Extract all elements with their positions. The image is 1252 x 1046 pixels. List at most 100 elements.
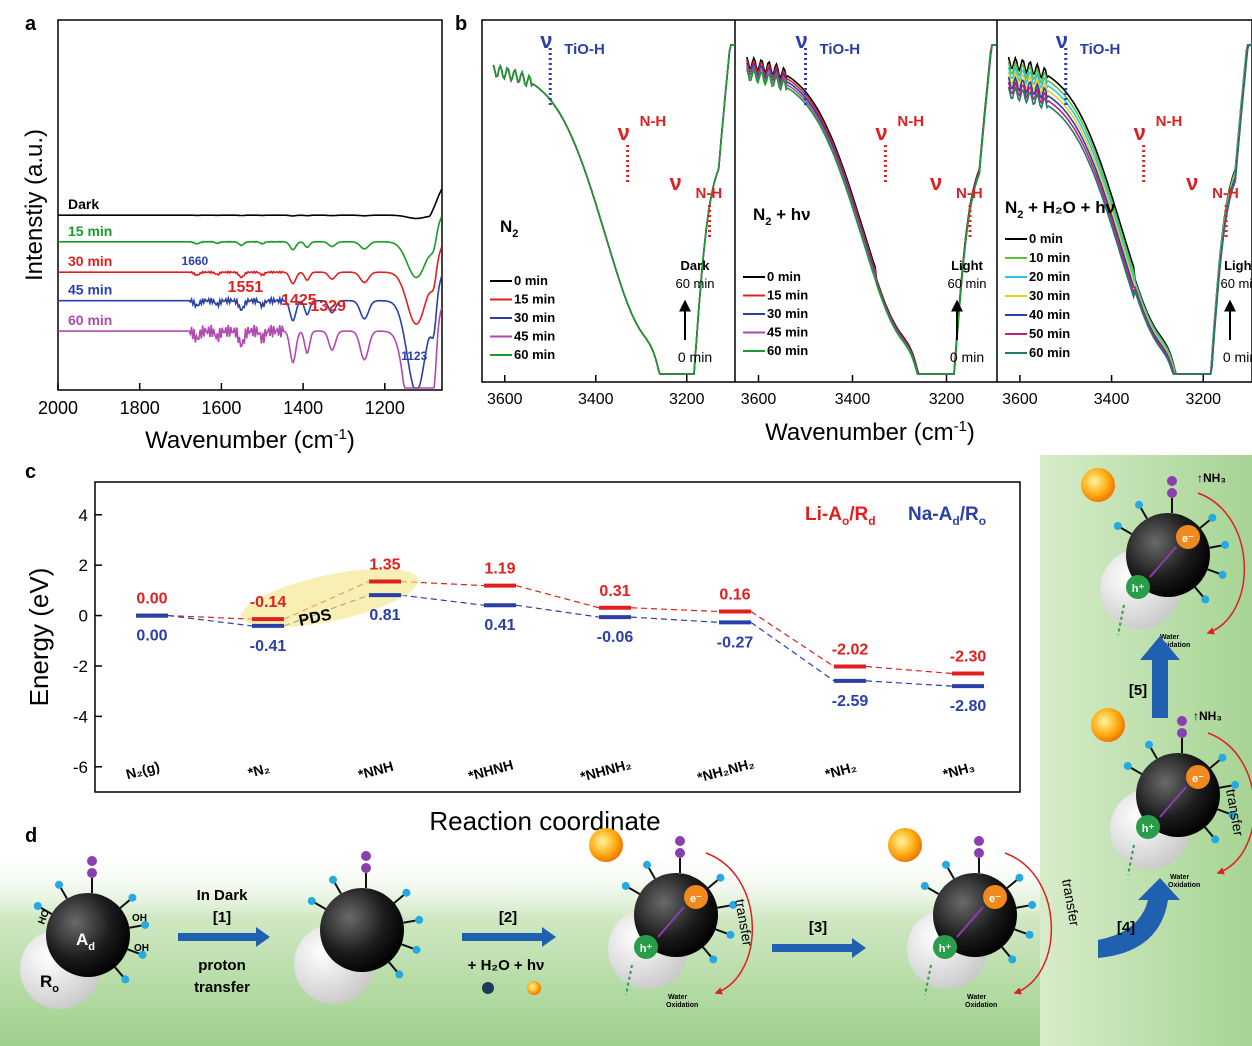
reaction-intermediate-label: *N₂ [246,760,271,781]
panel-a-series-2 [58,216,443,279]
panel-a-series-label: 60 min [68,312,112,328]
energy-value-label: 0.00 [136,628,167,645]
arrow-bottom-label: 0 min [950,349,984,365]
step-arrow [178,927,270,947]
arrow-top-label-2: 60 min [675,276,714,291]
panel-a-peak-label: 1425 [281,292,317,309]
electron-circle [983,885,1007,909]
step2-reagents: + H₂O + hν [468,957,545,974]
charge-separation-arrow [1159,786,1187,818]
proton-transfer-arrow [1207,732,1252,875]
nh-label: N-H [1156,113,1183,130]
hole-circle [933,935,957,959]
step1-label-bottom: transfer [194,979,250,996]
step1-label-top: In Dark [197,887,249,904]
panel-a-x-tick-label: 1600 [201,398,241,418]
panel-c-legend-li: Li-Ao/Rd [805,504,876,528]
arrow-bottom-label: 0 min [1223,349,1252,365]
water-molecule-icon [482,982,494,994]
nitrogen-atom [974,836,984,846]
energy-value-label: -2.80 [950,698,987,715]
panel-b-x-tick-label: 3200 [1185,391,1221,408]
panel-b-x-tick-label: 3200 [669,391,705,408]
panel-b-x-tick-label: 3400 [578,391,614,408]
step-arrow [772,938,866,958]
oxygen-atom [395,970,404,979]
oxygen-atom [329,875,337,884]
panel-c-connector [750,611,835,667]
oxygen-atom [920,882,929,890]
oxygen-atom [1211,835,1220,844]
panel-c-value-labels: 0.00 -0.14 1.35 1.19 0.31 0.16 -2.02 -2.30 0.00 -… [136,557,986,716]
electron-circle [1186,765,1210,789]
panel-a-series-4 [58,276,443,389]
nitrogen-atom [1177,728,1187,738]
panel-a-series-label: 15 min [68,223,112,239]
panel-a-ylabel: Intenstiy (a.u.) [21,129,48,281]
panel-c-y-tick-label: 4 [79,506,88,525]
panel-b-x-tick-label: 3200 [929,391,965,408]
sun-icon [1091,708,1125,742]
oxygen-atom [1123,762,1132,770]
energy-value-label: -0.41 [250,638,287,655]
electron-label: e⁻ [1192,773,1204,785]
panel-c-connector [515,604,600,618]
legend-label: 0 min [1029,231,1063,246]
panel-b-curve [746,44,997,375]
oxygen-atom [402,888,411,897]
hole-label: h⁺ [939,943,952,955]
arrow-bottom-label: 0 min [678,349,712,365]
energy-value-label: 0.31 [599,583,630,600]
nu-symbol: ν [930,170,942,195]
legend-label: 45 min [514,329,555,344]
nitrogen-atom [974,848,984,858]
energy-value-label: -2.02 [832,641,869,658]
sun-icon [888,828,922,862]
water-oxidation-label: Water [668,994,687,1001]
water-oxidation-label: Oxidation [1168,882,1200,889]
nitrogen-atom [1167,476,1177,486]
tioh-label: TiO-H [820,41,861,58]
photon-icon [527,981,541,995]
panel-c-y-tick-label: -4 [73,707,88,726]
nitrogen-atom [1177,716,1187,726]
legend-label: 60 min [1029,345,1070,360]
panel-c-y-tick-label: -2 [73,657,88,676]
panel-c-y-tick-label: 2 [79,556,88,575]
panel-a-peak-label: 1660 [182,254,209,268]
energy-value-label: 0.81 [369,607,400,624]
tioh-label: TiO-H [564,41,605,58]
nh-label: N-H [640,113,667,130]
panel-c-chart: 4 2 0 -2 -4 -6 PDS 0.00 -0.14 1.35 1.19 0.31 0.16 -… [24,481,1021,836]
nitrogen-atom [361,863,371,873]
nh-label: N-H [956,185,983,202]
water-oxidation-label: Oxidation [1158,642,1190,649]
condition-label: N2 + H₂O + hν [1005,198,1115,221]
hole-transfer-arrow [1117,604,1125,636]
legend-label: 15 min [514,292,555,307]
electron-label: e⁻ [690,893,702,905]
hole-circle [1136,815,1160,839]
hole-circle [1126,575,1150,599]
panel-c-y-tick-label: 0 [79,607,88,626]
panel-c-ylabel: Energy (eV) [24,568,54,707]
water-oxidation-label: Oxidation [666,1002,698,1009]
panel-a-frame [57,19,443,391]
panel-a-letter: a [25,13,37,35]
panel-b-x-tick-label: 3400 [835,391,871,408]
hole-label: h⁺ [1132,583,1145,595]
oxygen-atom [128,893,137,902]
panel-c-frame [94,481,1021,793]
nitrogen-atom [87,868,97,878]
oxygen-atom [621,882,630,890]
oxygen-atom [1145,740,1153,749]
panel-a-peak-label: 1123 [401,349,427,363]
panel-a-chart: Dark 15 min 30 min 45 min 60 min 1660 1551 142… [21,19,443,454]
energy-value-label: -2.59 [832,693,869,710]
panel-a-xlabel: Wavenumber (cm-1) [145,426,355,454]
panel-b-letter: b [455,13,467,35]
panel-a-series-1 [58,188,443,220]
panel-a-x-tick-label: 1200 [365,398,405,418]
